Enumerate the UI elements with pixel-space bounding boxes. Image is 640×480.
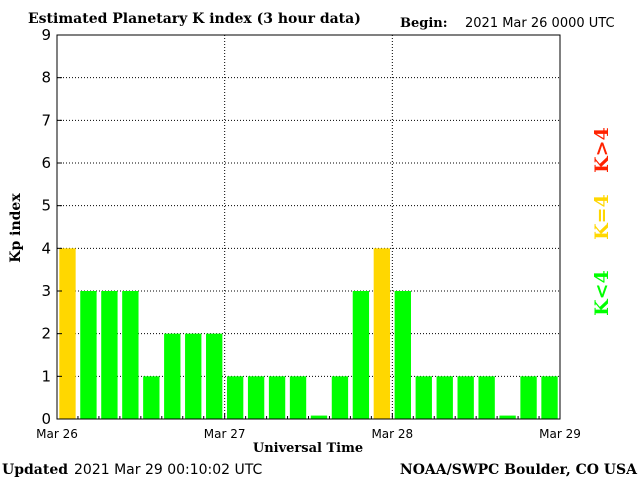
plot-area: 0 1 2 3 4 5 6 7 8 9 Mar 26 Mar 27 Mar 28 Mar 29	[36, 26, 581, 441]
kp-bar	[101, 291, 118, 419]
kp-bar	[541, 376, 558, 419]
x-tick-label: Mar 26	[36, 427, 78, 441]
kp-bar	[226, 376, 244, 419]
y-axis-label: Kp index	[8, 193, 24, 263]
y-tick-label: 5	[41, 197, 51, 215]
kp-bar	[394, 291, 411, 419]
x-axis-label: Universal Time	[253, 441, 363, 456]
kp-bar	[59, 248, 76, 419]
source-credit: NOAA/SWPC Boulder, CO USA	[400, 462, 638, 478]
kp-bar	[185, 333, 202, 419]
x-tick-label: Mar 29	[539, 427, 581, 441]
kp-bar	[143, 376, 160, 419]
y-tick-label: 6	[41, 154, 51, 172]
kp-bar	[80, 291, 97, 419]
kp-bar	[457, 376, 474, 419]
kp-bar	[373, 248, 391, 419]
kp-bar	[352, 291, 370, 419]
x-tick-label: Mar 28	[371, 427, 413, 441]
kp-bar	[478, 376, 495, 419]
kp-bar	[415, 376, 432, 419]
legend-k-equal-4: K=4	[591, 194, 613, 240]
y-tick-label: 7	[41, 111, 51, 129]
y-tick-label: 2	[41, 325, 51, 343]
kp-bar	[122, 291, 139, 419]
x-tick-label: Mar 27	[204, 427, 246, 441]
kp-bar	[331, 376, 349, 419]
kp-bar	[206, 333, 223, 419]
y-tick-label: 0	[41, 410, 51, 428]
y-tick-label: 9	[41, 26, 51, 44]
kp-bar	[310, 415, 328, 419]
kp-bar	[268, 376, 286, 419]
begin-value: 2021 Mar 26 0000 UTC	[465, 16, 615, 31]
begin-label: Begin:	[400, 16, 448, 31]
y-tick-label: 4	[41, 239, 51, 257]
kp-bar	[520, 376, 537, 419]
updated-label: Updated	[2, 462, 68, 478]
y-tick-label: 8	[41, 69, 51, 87]
y-tick-label: 1	[41, 367, 51, 385]
legend-k-less-4: K<4	[591, 270, 613, 316]
kp-bar	[247, 376, 265, 419]
kp-bar	[289, 376, 307, 419]
legend-k-greater-4: K>4	[591, 127, 613, 173]
kp-bar	[436, 376, 453, 419]
y-tick-label: 3	[41, 282, 51, 300]
kp-bar	[164, 333, 181, 419]
kp-bar	[499, 415, 516, 419]
chart-title: Estimated Planetary K index (3 hour data…	[28, 11, 361, 27]
updated-value: 2021 Mar 29 00:10:02 UTC	[74, 462, 263, 478]
